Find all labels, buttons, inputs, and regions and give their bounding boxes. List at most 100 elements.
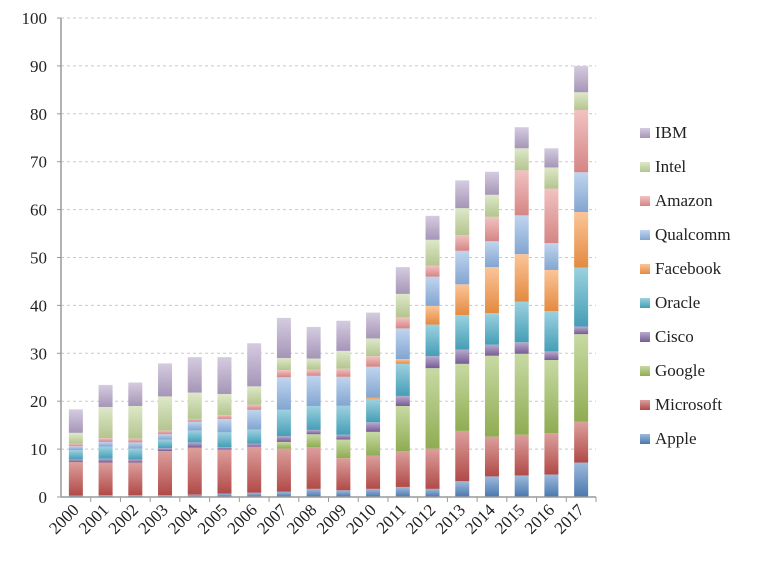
bar-segment-microsoft-2017 xyxy=(574,421,589,463)
legend: IBM Intel Amazon Qualcomm Facebook Oracle Cisc… xyxy=(640,116,731,456)
bar-segment-oracle-2012 xyxy=(425,324,440,357)
bar-segment-intel-2001 xyxy=(98,406,113,439)
bar-segment-facebook-2015 xyxy=(514,254,529,302)
bar-segment-apple-2009 xyxy=(336,490,351,497)
x-tick-label: 2009 xyxy=(313,500,350,537)
y-tick-label: 10 xyxy=(30,440,47,459)
bar-segment-qualcomm-2000 xyxy=(68,446,83,451)
bar-segment-ibm-2004 xyxy=(187,357,202,393)
x-tick-label: 2013 xyxy=(432,500,469,537)
bar-segment-ibm-2005 xyxy=(217,357,232,395)
legend-label: Google xyxy=(655,361,706,380)
y-tick-label: 70 xyxy=(30,153,47,172)
legend-label: Microsoft xyxy=(655,395,723,414)
bar-segment-ibm-2001 xyxy=(98,384,113,407)
bar-segment-qualcomm-2005 xyxy=(217,418,232,433)
x-tick-label: 2004 xyxy=(164,500,202,538)
bar-segment-amazon-2015 xyxy=(514,170,529,216)
legend-label: IBM xyxy=(655,123,688,142)
y-tick-label: 100 xyxy=(22,9,48,28)
bar-segment-amazon-2016 xyxy=(544,188,559,244)
bar-segment-qualcomm-2016 xyxy=(544,243,559,270)
bar-segment-oracle-2001 xyxy=(98,446,113,459)
bar-segment-apple-2001 xyxy=(98,495,113,497)
bar-segment-qualcomm-2007 xyxy=(276,377,291,410)
legend-item-amazon: Amazon xyxy=(640,184,731,218)
bar-segment-ibm-2002 xyxy=(128,382,143,406)
bar-segment-intel-2002 xyxy=(128,405,143,439)
bar-segment-qualcomm-2009 xyxy=(336,376,351,406)
bar-segment-apple-2006 xyxy=(247,492,262,497)
x-tick-label: 2011 xyxy=(373,500,410,537)
bar-segment-amazon-2017 xyxy=(574,109,589,173)
bar-segment-oracle-2013 xyxy=(455,314,470,350)
x-tick-label: 2016 xyxy=(521,500,558,537)
bar-segment-qualcomm-2011 xyxy=(395,328,410,360)
bar-segment-intel-2010 xyxy=(366,338,381,357)
bar-segment-google-2015 xyxy=(514,353,529,435)
bar-segment-apple-2004 xyxy=(187,494,202,497)
legend-label: Qualcomm xyxy=(655,225,731,244)
bar-segment-cisco-2007 xyxy=(276,436,291,442)
bar-segment-microsoft-2004 xyxy=(187,447,202,495)
x-tick-label: 2014 xyxy=(461,500,499,538)
y-tick-label: 60 xyxy=(30,201,47,220)
legend-item-facebook: Facebook xyxy=(640,252,731,286)
bar-segment-microsoft-2001 xyxy=(98,462,113,496)
bar-segment-amazon-2005 xyxy=(217,415,232,419)
bar-segment-facebook-2016 xyxy=(544,269,559,312)
bar-segment-google-2014 xyxy=(484,355,499,437)
bar-segment-microsoft-2005 xyxy=(217,449,232,494)
bar-segment-ibm-2011 xyxy=(395,267,410,294)
legend-swatch xyxy=(640,128,650,138)
bar-segment-amazon-2009 xyxy=(336,368,351,377)
bar-segment-intel-2009 xyxy=(336,350,351,369)
bar-segment-amazon-2012 xyxy=(425,265,440,277)
bar-segment-cisco-2006 xyxy=(247,443,262,447)
bar-segment-microsoft-2012 xyxy=(425,448,440,489)
bar-segment-microsoft-2008 xyxy=(306,447,321,489)
bar-segment-apple-2011 xyxy=(395,486,410,497)
bar-segment-oracle-2004 xyxy=(187,430,202,443)
bar-segment-oracle-2000 xyxy=(68,450,83,460)
bar-segment-amazon-2014 xyxy=(484,216,499,242)
bar-segment-ibm-2009 xyxy=(336,320,351,351)
bar-segment-facebook-2011 xyxy=(395,359,410,364)
bar-segment-apple-2012 xyxy=(425,488,440,497)
x-tick-label: 2007 xyxy=(253,500,291,538)
bar-segment-cisco-2001 xyxy=(98,458,113,463)
x-tick-label: 2006 xyxy=(224,500,261,537)
x-tick-label: 2001 xyxy=(75,500,112,537)
bar-segment-qualcomm-2006 xyxy=(247,409,262,430)
bar-segment-amazon-2004 xyxy=(187,418,202,422)
legend-swatch xyxy=(640,434,650,444)
bar-segment-oracle-2016 xyxy=(544,311,559,352)
bar-segment-oracle-2017 xyxy=(574,267,589,327)
bar-segment-cisco-2005 xyxy=(217,447,232,450)
bar-segment-microsoft-2010 xyxy=(366,455,381,489)
y-tick-label: 20 xyxy=(30,392,47,411)
legend-label: Cisco xyxy=(655,327,694,346)
bar-segment-google-2016 xyxy=(544,360,559,434)
bar-segment-intel-2007 xyxy=(276,358,291,371)
bar-segment-amazon-2008 xyxy=(306,369,321,376)
legend-label: Amazon xyxy=(655,191,713,210)
bar-segment-facebook-2010 xyxy=(366,397,381,400)
bar-segment-ibm-2014 xyxy=(484,171,499,195)
bar-segment-google-2009 xyxy=(336,439,351,459)
bar-segment-ibm-2017 xyxy=(574,65,589,93)
bar-segment-cisco-2015 xyxy=(514,342,529,354)
legend-swatch xyxy=(640,332,650,342)
bar-segment-apple-2007 xyxy=(276,491,291,497)
bar-segment-amazon-2003 xyxy=(158,430,173,435)
bar-segment-amazon-2006 xyxy=(247,404,262,410)
bar-segment-cisco-2013 xyxy=(455,349,470,364)
bar-segment-intel-2013 xyxy=(455,208,470,235)
bar-segment-cisco-2009 xyxy=(336,434,351,440)
bar-segment-ibm-2015 xyxy=(514,127,529,149)
bar-segment-qualcomm-2017 xyxy=(574,172,589,212)
bar-segment-cisco-2003 xyxy=(158,448,173,452)
bar-segment-ibm-2003 xyxy=(158,363,173,397)
bar-segment-microsoft-2014 xyxy=(484,436,499,477)
bar-segment-intel-2005 xyxy=(217,394,232,416)
